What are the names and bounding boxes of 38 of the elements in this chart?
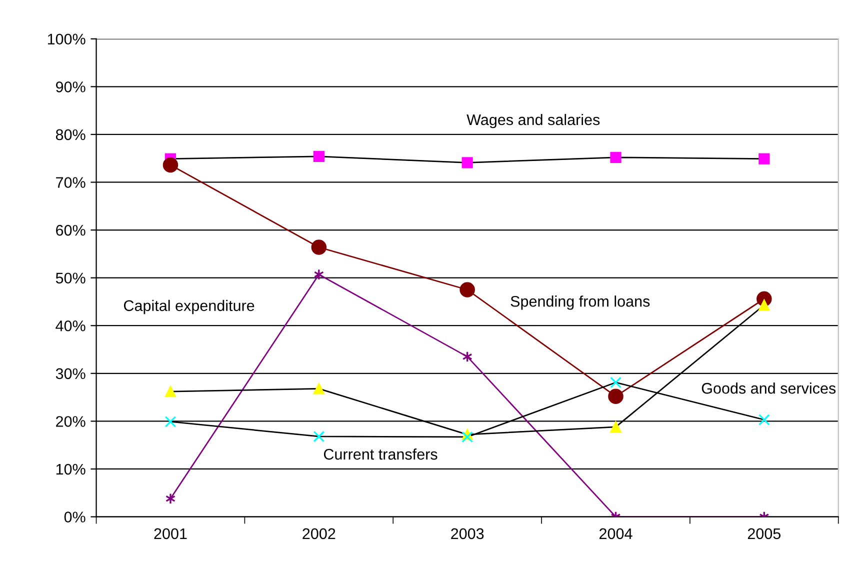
point [164,416,176,428]
point [758,153,770,164]
y-tick-label: 40% [56,320,86,332]
annotation: Goods and services [702,382,836,394]
point [164,386,176,398]
point [758,414,770,426]
y-tick-label: 20% [56,416,86,427]
y-tick-label: 30% [56,368,86,380]
point [758,300,770,311]
y-tick-label: 80% [56,129,86,140]
text: Capital expenditure [124,300,254,314]
y-tick-label: 50% [56,272,86,284]
point [460,282,475,298]
point [610,152,622,163]
series-label: Spending from loans [510,296,650,310]
y-tick-label: 90% [56,82,86,92]
point [610,421,622,432]
point [462,157,473,168]
series-label: Wages and salaries [466,114,600,128]
y-tick-label: 10% [56,464,86,475]
x-tick-label: 2003 [451,528,484,540]
point [313,430,325,442]
point [162,157,178,173]
y-tick-label: 100% [48,34,86,45]
annotation: Current transfers [324,448,438,460]
point [608,388,624,404]
y-tick-label: 0% [64,512,86,522]
point [311,240,327,255]
y-tick-label: 60% [56,224,86,236]
x-tick-label: 2004 [600,528,632,540]
y-tick-label: 70% [56,177,86,188]
x-tick-label: 2005 [748,528,781,540]
point [313,383,324,394]
point [610,376,622,388]
x-tick-label: 2002 [302,528,336,540]
x-tick-label: 2001 [154,528,187,540]
point [313,150,324,162]
point [462,431,474,443]
